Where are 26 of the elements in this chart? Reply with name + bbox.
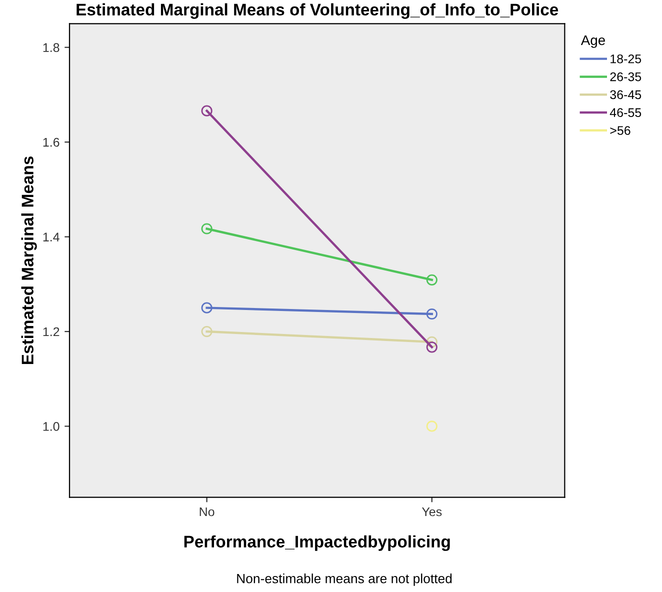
y-tick-label: 1.0 bbox=[43, 422, 60, 431]
legend-label: 26-35 bbox=[610, 72, 642, 82]
legend-label: 18-25 bbox=[610, 54, 642, 64]
point bbox=[426, 336, 438, 348]
point bbox=[426, 342, 438, 353]
text: Non-estimable means are not plotted bbox=[237, 574, 452, 586]
y-axis-title: Estimated Marginal Means bbox=[21, 156, 37, 364]
y-tick-label: 1.2 bbox=[43, 327, 60, 336]
legend-title: Age bbox=[580, 35, 605, 48]
y-tick-label: 1.8 bbox=[43, 43, 60, 52]
x-axis-title: Performance_Impactedbypolicing bbox=[184, 535, 450, 551]
point bbox=[201, 302, 212, 314]
y-tick-label: 1.6 bbox=[43, 138, 60, 147]
point bbox=[201, 105, 212, 116]
legend-label: 36-45 bbox=[610, 90, 642, 100]
point bbox=[201, 223, 212, 234]
point bbox=[426, 308, 438, 320]
x-tick-label: No bbox=[200, 507, 214, 516]
legend-label: 46-55 bbox=[610, 108, 642, 118]
legend-label: >56 bbox=[610, 126, 630, 135]
y-tick-label: 1.4 bbox=[43, 232, 60, 242]
x-tick-label: Yes bbox=[422, 507, 442, 516]
point bbox=[426, 420, 438, 432]
point bbox=[201, 326, 212, 338]
point bbox=[426, 274, 438, 286]
chart-title: Estimated Marginal Means of Volunteering_of_Info_to_Police bbox=[76, 3, 558, 19]
